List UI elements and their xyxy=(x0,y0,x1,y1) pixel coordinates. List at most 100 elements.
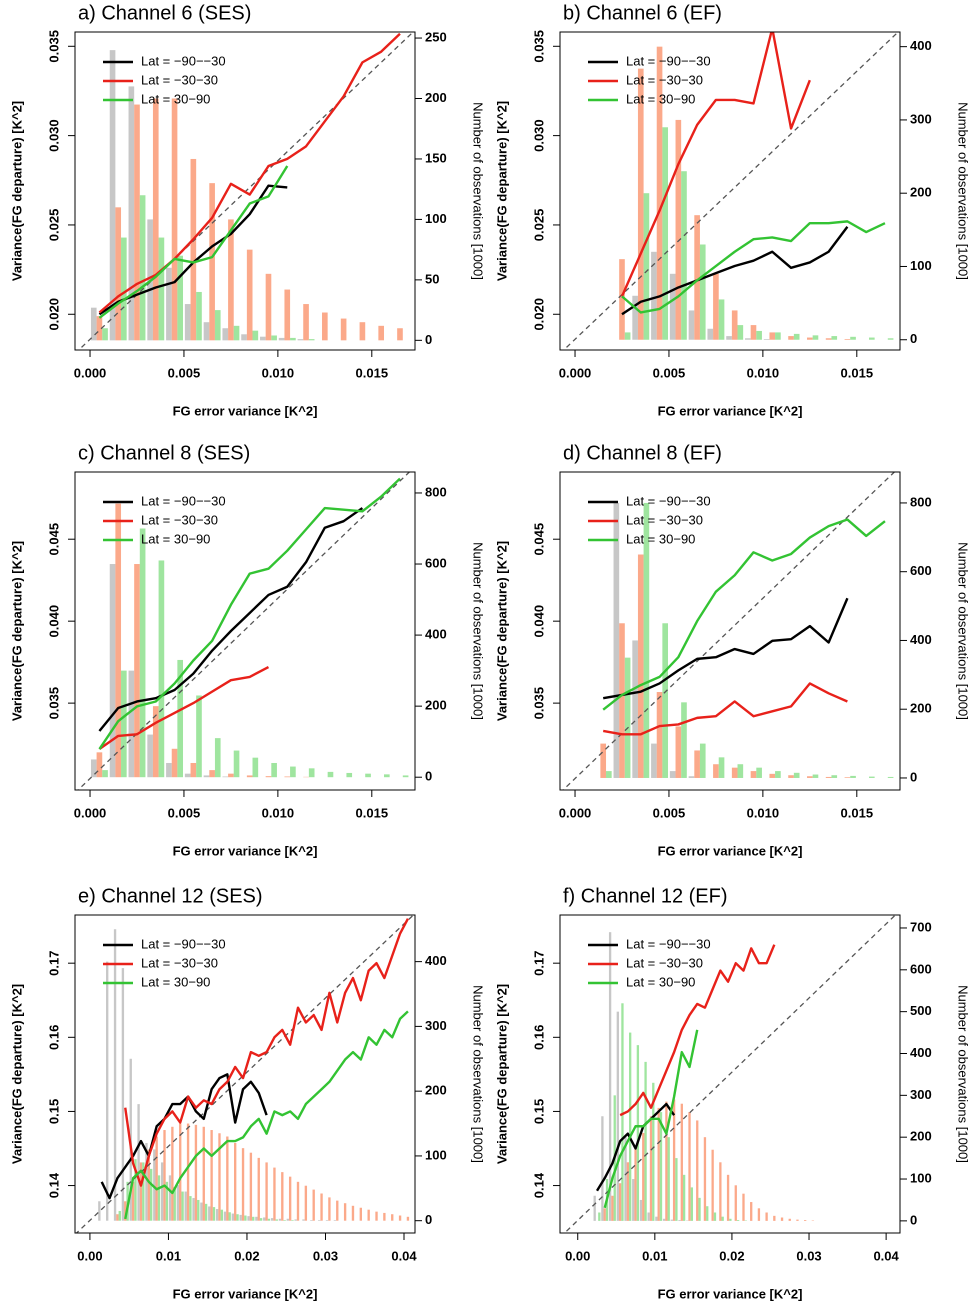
y-axis-label: Variance(FG departure) [K^2] xyxy=(494,541,509,721)
data-line xyxy=(124,1010,409,1220)
histogram-bar xyxy=(780,1217,784,1221)
data-line xyxy=(100,1073,268,1200)
y2-tick-label: 400 xyxy=(425,627,447,642)
x-axis-label: FG error variance [K^2] xyxy=(173,1286,318,1301)
legend-label: Lat = 30−90 xyxy=(141,974,210,989)
y-tick-label: 0.16 xyxy=(531,1025,546,1050)
histogram-bar xyxy=(639,1199,643,1221)
data-line xyxy=(98,165,289,319)
histogram-bar xyxy=(850,775,856,778)
histogram-bar xyxy=(139,1162,143,1221)
histogram-bar xyxy=(137,1104,140,1221)
histogram-bar xyxy=(303,304,309,341)
histogram-bar xyxy=(745,338,751,340)
histogram-bar xyxy=(643,502,650,778)
histogram-bar xyxy=(257,1157,260,1221)
histogram-bar xyxy=(378,325,385,341)
y2-tick-label: 0 xyxy=(425,1212,432,1227)
histogram-bar xyxy=(765,1212,768,1221)
histogram-bar xyxy=(669,273,676,340)
histogram-bar xyxy=(796,1219,799,1221)
histogram-bar xyxy=(616,1011,619,1221)
histogram-bar xyxy=(696,1120,699,1221)
histogram-bar xyxy=(327,771,334,778)
reference-line xyxy=(77,472,411,790)
histogram-bar xyxy=(190,158,197,341)
histogram-bar xyxy=(149,1168,153,1221)
histogram-bar xyxy=(171,748,178,778)
x-tick-label: 0.000 xyxy=(559,805,592,820)
histogram-bar xyxy=(598,1212,601,1221)
histogram-bar xyxy=(804,1220,807,1221)
histogram-bar xyxy=(234,1142,237,1221)
histogram-bar xyxy=(283,1220,286,1221)
panel-title: d) Channel 8 (EF) xyxy=(563,442,722,464)
y2-tick-label: 800 xyxy=(910,494,932,509)
histogram-bar xyxy=(775,771,781,778)
histogram-bar xyxy=(742,1193,745,1221)
y-axis-label: Variance(FG departure) [K^2] xyxy=(494,984,509,1164)
histogram-bar xyxy=(769,773,776,778)
histogram-bar xyxy=(675,1158,678,1221)
histogram-bar xyxy=(831,775,838,778)
histogram-bar xyxy=(312,1189,315,1221)
histogram-bar xyxy=(703,1137,707,1221)
x-tick-label: 0.000 xyxy=(74,805,107,820)
histogram-bar xyxy=(239,1214,242,1221)
histogram-bar xyxy=(769,332,776,340)
x-tick-label: 0.005 xyxy=(168,805,201,820)
histogram-bar xyxy=(675,119,682,340)
reference-line xyxy=(563,915,897,1233)
histogram-bar xyxy=(173,1187,176,1221)
histogram-bar xyxy=(618,1183,622,1221)
histogram-bar xyxy=(850,336,856,340)
x-tick-label: 0.00 xyxy=(565,1248,590,1263)
histogram-bar xyxy=(226,1136,229,1221)
histogram-bar xyxy=(718,299,725,340)
histogram-bar xyxy=(632,640,638,778)
histogram-bar xyxy=(757,1208,761,1221)
histogram-bar xyxy=(247,1216,250,1221)
histogram-bar xyxy=(102,328,108,341)
x-tick-label: 0.00 xyxy=(77,1248,102,1263)
histogram-bar xyxy=(621,1003,624,1221)
histogram-bar xyxy=(694,215,700,340)
histogram-bar xyxy=(736,1220,740,1221)
histogram-bar xyxy=(181,1191,184,1221)
x-tick-label: 0.015 xyxy=(841,365,874,380)
legend-label: Lat = 30−90 xyxy=(141,531,210,546)
legend-label: Lat = −30−30 xyxy=(626,512,703,527)
histogram-bar xyxy=(116,1214,119,1221)
data-line xyxy=(602,518,886,711)
histogram-bar xyxy=(171,1126,174,1221)
histogram-bar xyxy=(711,1149,714,1221)
histogram-bar xyxy=(273,1167,276,1221)
data-line xyxy=(603,1029,699,1209)
histogram-bar xyxy=(333,1220,337,1221)
x-tick-label: 0.005 xyxy=(653,805,686,820)
histogram-bar xyxy=(644,1061,647,1221)
histogram-bar xyxy=(775,332,781,340)
y2-axis-label: Number of observations [1000] xyxy=(956,102,971,280)
histogram-bar xyxy=(756,767,762,778)
histogram-bar xyxy=(204,1203,208,1221)
histogram-bar xyxy=(726,1174,730,1221)
histogram-bar xyxy=(672,1099,676,1221)
y2-tick-label: 200 xyxy=(910,701,932,716)
histogram-bar xyxy=(160,1162,164,1221)
histogram-bar xyxy=(310,1220,313,1221)
histogram-bar xyxy=(731,310,738,340)
histogram-bar xyxy=(263,1217,266,1221)
y2-tick-label: 800 xyxy=(425,484,447,499)
histogram-bar xyxy=(233,750,240,778)
histogram-bar xyxy=(690,1187,693,1221)
y2-tick-label: 400 xyxy=(910,632,932,647)
histogram-bar xyxy=(222,776,229,778)
histogram-bar xyxy=(118,1210,121,1221)
histogram-bar xyxy=(611,1195,614,1221)
histogram-bar xyxy=(200,1202,203,1221)
histogram-bar xyxy=(214,738,221,778)
panel: 0.000 0.005 0.010 0.015 0.035 0.040 0.045 0 200 4… xyxy=(494,442,970,858)
y-tick-label: 0.14 xyxy=(531,1172,546,1198)
x-tick-label: 0.010 xyxy=(262,365,295,380)
